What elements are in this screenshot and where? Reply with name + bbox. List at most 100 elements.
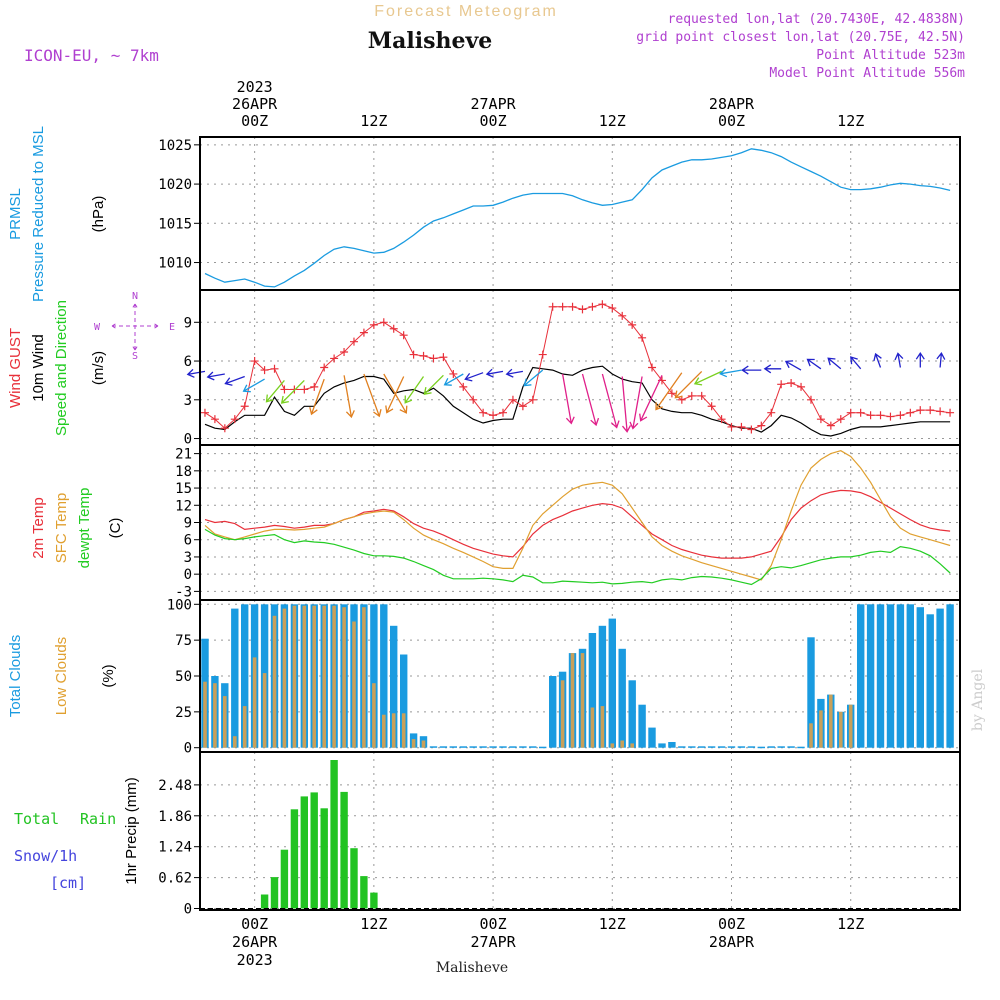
wind-arrow [280,379,305,404]
bar-total-clouds [678,746,686,748]
gust-marker [737,422,746,431]
gust-marker [866,411,875,420]
bar-total-clouds [946,604,954,748]
top-time-label: 00Z [241,112,268,130]
series-line-10m-wind [204,365,951,437]
top-time-label: 12Z [360,112,387,130]
bar-total-rain [320,808,328,909]
gust-marker [916,406,925,415]
gust-marker [747,425,756,434]
bar-total-rain [290,809,299,909]
bar-total-clouds [489,746,497,748]
model-altitude: Model Point Altitude 556m [769,66,965,81]
bar-total-clouds [529,746,537,748]
bar-total-clouds [787,746,795,748]
wind-arrow [505,368,524,378]
label-prmsl: PRMSL [7,188,24,240]
gust-marker [270,364,279,373]
bar-total-rain [270,877,279,909]
bar-low-clouds [848,704,853,748]
bar-low-clouds [560,680,565,748]
wind-arrow [186,368,206,378]
bar-low-clouds [262,673,267,748]
bar-low-clouds [829,694,833,748]
bar-low-clouds [282,608,287,748]
label-snow: Snow/1h [14,847,77,865]
gust-marker [926,406,935,415]
gust-marker [369,320,378,329]
y-tick-label: 0 [184,902,192,918]
top-time-label: 28APR [709,95,755,113]
wind-arrow [601,373,620,429]
bar-total-clouds [777,746,785,748]
bar-low-clouds [302,605,307,748]
panels: 1025 1020 1015 1010 PRMSL Pressure Reduced to… [7,126,961,918]
y-tick-label: 2.48 [158,778,192,794]
gust-marker [608,304,617,313]
y-tick-label: 1025 [158,138,192,154]
bar-low-clouds [223,696,227,748]
panel-frame [199,136,961,291]
wind-arrow [206,371,225,381]
wind-arrow [784,360,802,371]
bar-total-clouds [509,746,517,748]
label-speed-direction: Speed and Direction [53,300,70,436]
wind-arrow [639,375,663,422]
y-tick-label: 18 [175,464,192,480]
bar-total-clouds [896,604,905,748]
footer-location: Malisheve [436,960,508,976]
bottom-time-label: 00Z [718,915,745,933]
bar-total-clouds [241,604,249,748]
bar-total-clouds [906,604,914,748]
wind-arrow [894,352,904,368]
compass-w: W [94,322,101,333]
bar-total-clouds [727,746,736,748]
requested-coords: requested lon,lat (20.7430E, 42.4838N) [668,12,965,27]
bar-total-clouds [231,608,239,748]
y-tick-label: 1020 [158,177,192,193]
gust-marker [240,402,249,411]
gust-marker [697,391,706,400]
bar-low-clouds [372,683,376,748]
gust-marker [518,402,527,411]
bar-total-clouds [459,746,467,748]
gust-marker [220,424,229,433]
bar-total-rain [340,791,348,909]
y-tick-label: 25 [175,705,192,721]
bar-total-clouds [916,607,924,748]
bar-low-clouds [580,653,585,748]
compass-s: S [132,351,138,362]
y-tick-label: -3 [175,584,192,600]
bar-low-clouds [391,713,396,748]
wind-arrow [363,373,382,418]
gust-marker [797,382,806,391]
gust-marker [906,408,915,417]
label-rain: Rain [80,810,116,828]
y-tick-label: 1010 [158,256,192,272]
gust-marker [399,331,408,340]
bar-low-clouds [272,615,277,748]
wind-arrow [806,358,822,370]
wind-arrow [850,356,862,370]
series-line-sfc-temp [204,450,951,581]
y-axis-label: 1hr Precip (mm) [123,777,140,885]
wind-arrow [385,376,405,414]
super-title: Forecast Meteogram [374,3,558,20]
bar-total-rain [310,792,318,909]
bar-total-clouds [519,746,527,748]
gust-marker [260,366,269,375]
bar-total-clouds [499,746,507,748]
gust-marker [508,395,517,404]
bottom-time-label: 28APR [709,933,755,951]
bar-total-clouds [707,746,716,748]
gust-marker [618,311,627,320]
bar-total-clouds [400,654,408,748]
label-sfc-temp: SFC Temp [53,493,70,564]
bar-total-clouds [797,746,805,749]
bottom-time-label: 2023 [237,951,273,969]
gust-marker [836,415,845,424]
label-low-clouds: Low Clouds [53,637,70,715]
bar-total-rain [300,796,308,909]
y-axis-label: (%) [100,664,117,687]
bar-low-clouds [242,706,247,748]
